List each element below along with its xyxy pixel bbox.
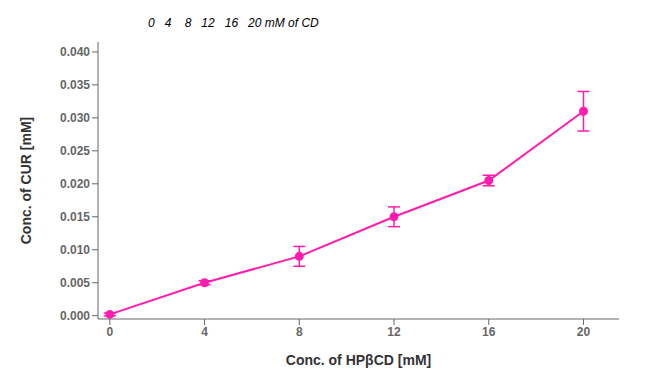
- svg-text:12: 12: [387, 325, 401, 339]
- svg-text:4: 4: [201, 325, 208, 339]
- svg-text:Conc. of CUR [mM]: Conc. of CUR [mM]: [18, 117, 34, 245]
- svg-text:20: 20: [577, 325, 591, 339]
- svg-text:Conc. of HPβCD [mM]: Conc. of HPβCD [mM]: [286, 352, 431, 368]
- svg-text:0.035: 0.035: [60, 78, 90, 92]
- svg-text:0.040: 0.040: [60, 45, 90, 59]
- svg-text:0.005: 0.005: [60, 276, 90, 290]
- svg-text:0.015: 0.015: [60, 210, 90, 224]
- svg-text:0.030: 0.030: [60, 111, 90, 125]
- svg-text:8: 8: [296, 325, 303, 339]
- svg-text:0.020: 0.020: [60, 177, 90, 191]
- svg-text:0: 0: [106, 325, 113, 339]
- svg-text:0.000: 0.000: [60, 309, 90, 323]
- svg-text:16: 16: [482, 325, 496, 339]
- svg-text:0.025: 0.025: [60, 144, 90, 158]
- svg-text:0.010: 0.010: [60, 243, 90, 257]
- html-text:0 4 8 12 16 20 mM of CD: 0 4 8 12 16 20 mM of CD: [148, 16, 319, 30]
